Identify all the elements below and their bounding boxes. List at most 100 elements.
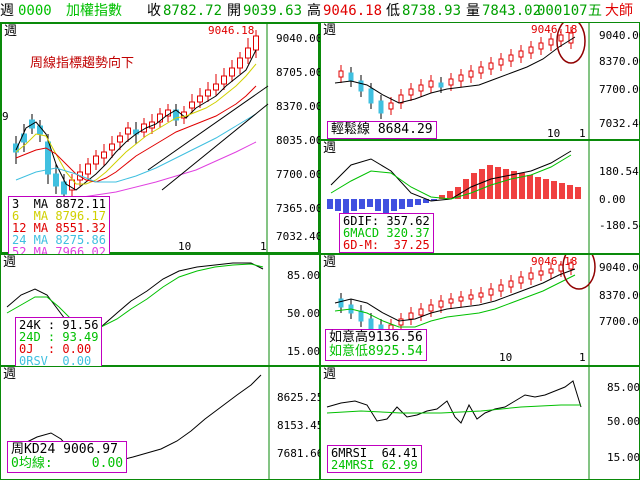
candle-body [488, 288, 494, 296]
macd-line [330, 154, 572, 200]
ruyi-panel[interactable]: 週 9046.18 9040.00 8370.00 7700.00 10 1 如… [320, 254, 640, 366]
candle-body [488, 62, 494, 70]
macd-histogram-bar [559, 183, 565, 199]
kd-panel[interactable]: 週 85.00 50.00 15.00 24K : 91.56 24D : 93… [0, 254, 321, 369]
candle-body [408, 312, 414, 320]
macd-histogram-bar [375, 199, 381, 211]
kd24-svg [20, 367, 270, 479]
macd-histogram-bar [439, 195, 445, 199]
legend-macd: 6MACD 320.37 [343, 226, 430, 240]
candle-body [109, 143, 115, 151]
candle-body [518, 50, 524, 58]
macd-histogram-bar [415, 199, 421, 205]
kd24-legend: 周KD24 9006.97 0均線: 0.00 [7, 441, 128, 473]
yaxis-tick: 180.54 [599, 165, 639, 178]
yaxis-tick: 15.00 [287, 345, 321, 358]
macd-histogram-bar [519, 173, 525, 199]
macd-histogram-bar [391, 199, 397, 211]
stock-name: 加權指數 [66, 3, 122, 19]
mrsi-panel[interactable]: 週 85.00 50.00 15.00 6MRSI 64.41 24MRSI 6… [320, 366, 640, 480]
stock-code[interactable]: 0000 [18, 3, 52, 19]
candle-body [468, 70, 474, 78]
kline-small-panel[interactable]: 週 9046.18 9040.00 8370.00 7700.00 7032.4… [320, 22, 640, 140]
candle-body [568, 32, 574, 44]
high-value: 9046.18 [323, 3, 383, 19]
x-tick: 10 [499, 351, 513, 364]
yaxis-tick: 8625.25 [277, 391, 324, 404]
yaxis-tick: 85.00 [607, 381, 640, 394]
macd-histogram-bar [359, 199, 365, 209]
macd-histogram-bar [511, 171, 517, 199]
legend-ruyi-low: 如意低8925.54 [329, 344, 423, 359]
highlight-circle [562, 255, 596, 290]
candle-body [548, 38, 554, 46]
date-value: 000107 [537, 3, 588, 19]
macd-histogram-bar [551, 181, 557, 199]
candle-body [548, 268, 554, 274]
macd-panel[interactable]: 週 180.54 0.00 -180.54 6DIF: 357.62 6MACD… [320, 140, 640, 254]
ma3-line [15, 49, 257, 191]
mrsi6-line [326, 380, 582, 424]
candle-body [458, 74, 464, 82]
panel-period-tag: 週 [3, 255, 17, 270]
candle-body [428, 80, 434, 88]
yaxis-tick: 7365.00 [276, 202, 323, 215]
macd-histogram-bar [367, 199, 373, 207]
candle-body [428, 304, 434, 312]
candle-body [253, 35, 259, 51]
kd-legend: 24K : 91.56 24D : 93.49 0J : 0.00 0RSV 0… [15, 317, 103, 369]
extra-label[interactable]: 大師 [605, 3, 633, 19]
weekday-value: 五 [588, 3, 602, 19]
candle-body [93, 155, 99, 165]
macd-histogram-bar [527, 175, 533, 199]
kd24-line [20, 374, 262, 464]
peak-price-label: 9046.18 [531, 255, 578, 268]
period-label[interactable]: 週 [0, 3, 14, 19]
candle-body [117, 135, 123, 143]
candle-body [368, 318, 374, 330]
macd-histogram-bar [383, 199, 389, 213]
ma12-line [15, 85, 257, 183]
macd-histogram-bar [343, 199, 349, 213]
candle-body [388, 102, 394, 110]
yaxis-tick: 7700.00 [276, 168, 323, 181]
yaxis-tick: 7032.40 [599, 117, 640, 130]
macd-histogram-bar [327, 199, 333, 209]
close-value: 8782.72 [163, 3, 223, 19]
kd24-panel[interactable]: 週 8625.25 8153.45 7681.66 周KD24 9006.97 … [0, 366, 324, 480]
legend-mrsi24: 24MRSI 62.99 [331, 458, 418, 472]
yaxis-tick: 8370.00 [599, 289, 640, 302]
low-value: 8738.93 [402, 3, 462, 19]
legend-relax: 輕鬆線 8684.29 [331, 122, 433, 137]
candle-body [229, 67, 235, 77]
macd-histogram-bar [447, 191, 453, 199]
candle-body [368, 88, 374, 104]
candle-body [448, 78, 454, 86]
ruyi-svg [334, 255, 596, 365]
legend-mrsi6: 6MRSI 64.41 [331, 446, 418, 460]
yaxis-tick: 50.00 [607, 415, 640, 428]
yaxis-tick: 8705.00 [276, 66, 323, 79]
candle-body [478, 66, 484, 74]
panel-period-tag: 週 [4, 24, 18, 39]
ma-legend: 3 MA 8872.11 6 MA 8796.17 12 MA 8551.32 … [8, 196, 110, 260]
candle-body [213, 83, 219, 91]
candle-body [221, 75, 227, 85]
macd-legend: 6DIF: 357.62 6MACD 320.37 6D-M: 37.25 [339, 213, 434, 253]
yaxis-tick: 8370.00 [599, 55, 640, 68]
candle-body [468, 294, 474, 300]
yaxis-tick: 8153.45 [277, 419, 324, 432]
legend-avg: 0均線: 0.00 [11, 456, 124, 471]
candle-body [448, 298, 454, 304]
candle-body [338, 70, 344, 78]
macd-histogram-bar [407, 199, 413, 207]
legend-ruyi-high: 如意高9136.56 [329, 330, 423, 345]
mrsi24-line [326, 404, 581, 414]
candle-body [358, 80, 364, 92]
panel-period-tag: 週 [3, 367, 17, 382]
ma24-line [15, 113, 257, 183]
candle-body [418, 308, 424, 316]
yaxis-tick: 9040.00 [276, 32, 323, 45]
quote-bar: 週 0000 加權指數 收 8782.72 開 9039.63 高 9046.1… [0, 0, 640, 22]
main-candlestick-panel[interactable]: 週 9 周線指標趨勢向下 9046.18 9040.00 8705.00 837… [0, 22, 323, 260]
